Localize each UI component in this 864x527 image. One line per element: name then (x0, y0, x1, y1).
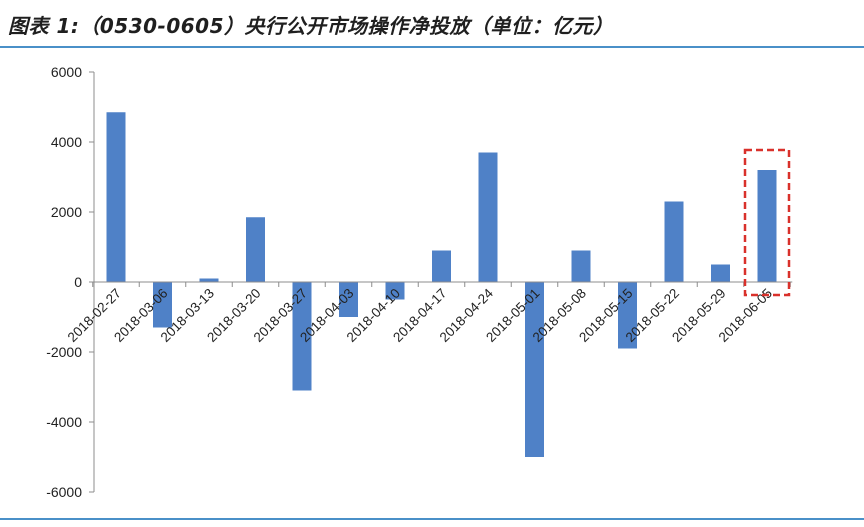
y-tick-label: 6000 (51, 64, 82, 80)
y-axis: 6000 4000 2000 0 -2000 -4000 -6000 (46, 64, 95, 500)
highlight (743, 148, 791, 297)
bar-2018-03-13 (199, 278, 219, 282)
chart-title-bar: 图表 1:（0530-0605）央行公开市场操作净投放（单位：亿元） (0, 0, 864, 46)
bars (106, 112, 777, 457)
chart-title: 图表 1:（0530-0605）央行公开市场操作净投放（单位：亿元） (8, 14, 614, 38)
bar-2018-04-10 (385, 282, 405, 300)
bar-2018-05-08 (571, 250, 591, 282)
bar-2018-03-06 (153, 282, 172, 328)
y-tick-label: -6000 (46, 484, 82, 500)
highlight-box (743, 148, 791, 297)
bar-2018-04-17 (432, 250, 451, 282)
bar-2018-03-20 (246, 217, 265, 282)
title-divider (0, 46, 864, 48)
y-tick-label: 4000 (51, 134, 82, 150)
bar-2018-05-29 (711, 264, 730, 282)
bar-2018-05-22 (664, 201, 684, 282)
y-tick-label: 0 (74, 274, 82, 290)
y-tick-label: 2000 (51, 204, 82, 220)
bar-2018-05-01 (525, 282, 544, 457)
bar-2018-04-24 (478, 152, 498, 282)
bar-2018-05-15 (618, 282, 637, 349)
y-tick-label: -4000 (46, 414, 82, 430)
bar-2018-04-03 (339, 282, 358, 317)
bar-2018-03-27 (292, 282, 312, 391)
y-tick-label: -2000 (46, 344, 82, 360)
x-axis (92, 281, 793, 287)
bar-2018-02-27 (106, 112, 126, 282)
bottom-divider (0, 518, 864, 520)
bar-2018-06-05 (757, 170, 777, 282)
